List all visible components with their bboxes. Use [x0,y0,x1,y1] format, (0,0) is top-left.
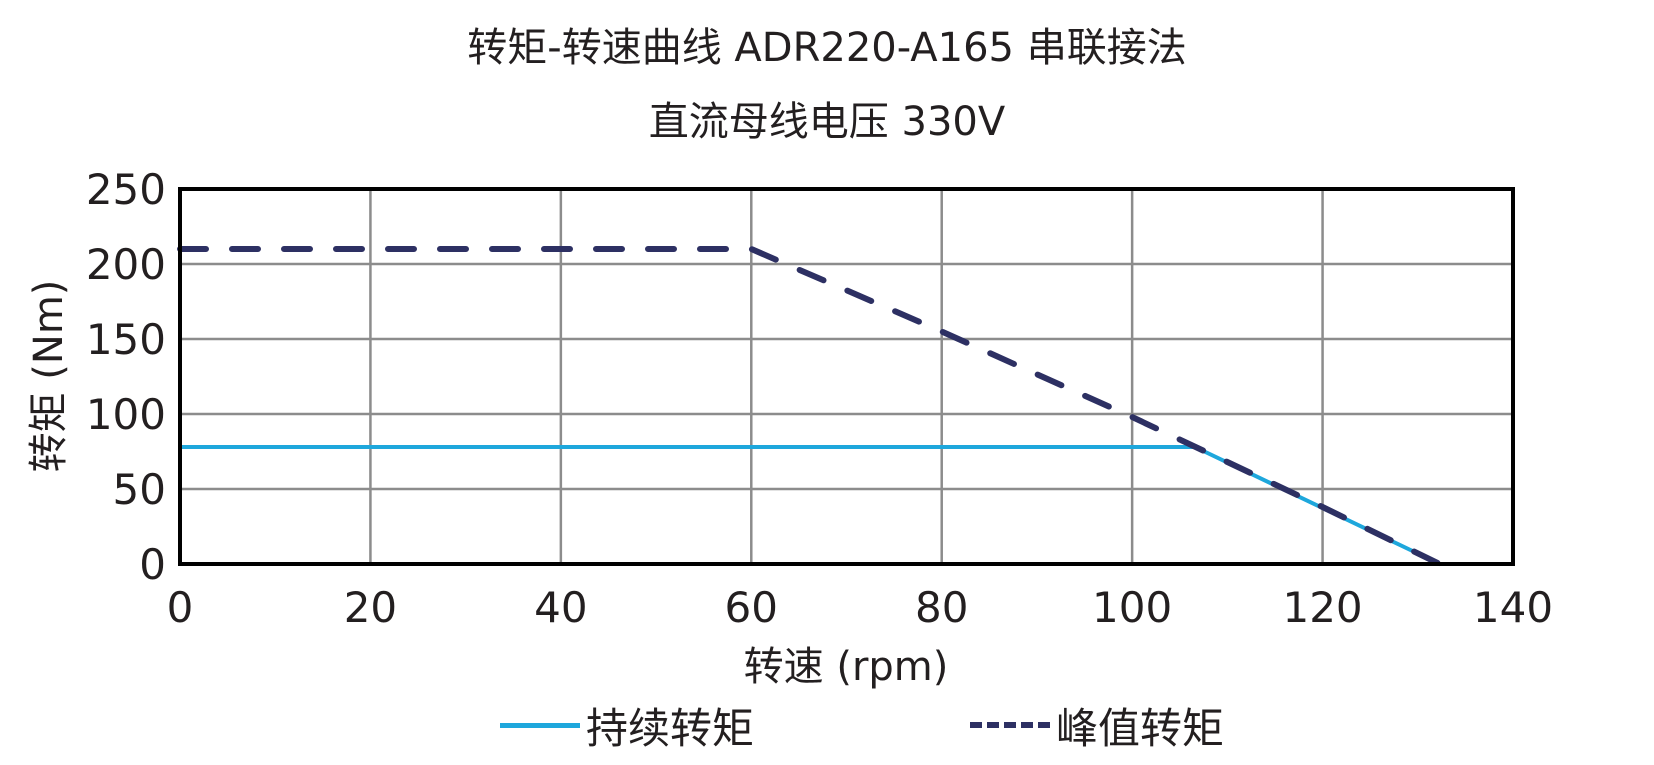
chart-title: 转矩-转速曲线 ADR220-A165 串联接法 [467,25,1187,71]
x-tick-label: 60 [725,583,778,632]
legend-item-peak: 峰值转矩 [970,695,1224,755]
x-tick-label: 20 [344,583,397,632]
data-series [177,246,1443,567]
chart-subtitle: 直流母线电压 330V [648,99,1006,145]
x-tick-label: 100 [1092,583,1172,632]
y-tick-label: 250 [86,165,166,214]
y-tick-label: 50 [113,465,166,514]
x-tick-label: 0 [167,583,194,632]
dashed-line-icon [970,722,1050,728]
y-tick-label: 150 [86,315,166,364]
legend-label-continuous: 持续转矩 [586,703,755,753]
grid-lines [178,187,1515,566]
y-tick-label: 200 [86,240,166,289]
peak-torque-line [177,246,1443,567]
legend-item-continuous: 持续转矩 [500,695,754,755]
x-axis-ticks: 0 20 40 60 80 100 120 140 [167,583,1553,632]
solid-line-icon [500,722,580,728]
continuous-torque-line [178,445,1442,566]
x-tick-label: 40 [534,583,587,632]
x-axis-label: 转速 (rpm) [744,644,949,690]
y-tick-label: 0 [139,540,166,589]
x-tick-label: 140 [1473,583,1553,632]
x-tick-label: 80 [915,583,968,632]
y-tick-label: 100 [86,390,166,439]
y-axis-label: 转矩 (Nm) [26,280,72,473]
x-tick-label: 120 [1282,583,1362,632]
legend-label-peak: 峰值转矩 [1056,703,1225,753]
y-axis-ticks: 0 50 100 150 200 250 [86,165,166,589]
plot-frame [178,187,1515,566]
